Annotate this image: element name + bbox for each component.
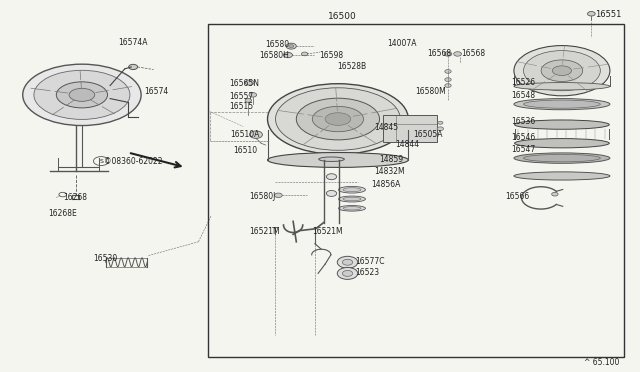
Circle shape [326,190,337,196]
Circle shape [437,127,444,131]
Circle shape [275,193,282,198]
Circle shape [438,121,443,124]
Text: 16500: 16500 [328,12,356,21]
Text: 16574: 16574 [144,87,168,96]
Ellipse shape [514,99,610,110]
Text: 14856A: 14856A [371,180,401,189]
Ellipse shape [23,64,141,126]
Text: 14007A: 14007A [387,39,417,48]
Ellipse shape [343,188,361,192]
Circle shape [250,131,262,138]
Text: 16515: 16515 [229,102,253,110]
Text: 16551: 16551 [595,10,621,19]
Ellipse shape [343,206,361,210]
Text: 14832M: 14832M [374,167,405,176]
Text: 16565N: 16565N [229,79,259,88]
Ellipse shape [325,113,351,125]
Bar [383,115,437,142]
Circle shape [337,256,358,268]
Text: 16505A: 16505A [413,130,442,139]
Ellipse shape [514,172,610,180]
Text: 16510: 16510 [234,146,258,155]
Text: 16598: 16598 [319,51,343,60]
Text: 16510A: 16510A [230,130,260,139]
Circle shape [245,80,254,85]
Circle shape [588,12,595,16]
Text: 14844: 14844 [395,140,419,149]
Text: 16536: 16536 [511,117,535,126]
Circle shape [444,52,452,56]
Circle shape [301,52,308,56]
Ellipse shape [275,88,401,150]
Ellipse shape [312,106,364,132]
Ellipse shape [524,51,600,91]
Text: 16580H: 16580H [259,51,289,60]
Ellipse shape [34,70,130,119]
Ellipse shape [514,153,610,163]
Circle shape [284,52,292,58]
Ellipse shape [541,60,582,81]
Ellipse shape [268,84,408,154]
Text: 16577C: 16577C [355,257,385,266]
Text: 16574A: 16574A [118,38,148,47]
Circle shape [245,99,252,102]
Ellipse shape [343,197,361,201]
Text: 16547: 16547 [511,145,535,154]
Text: 14859: 14859 [380,155,404,164]
Bar [208,24,624,357]
Text: 14845: 14845 [374,123,399,132]
Circle shape [326,174,337,180]
Text: 16523: 16523 [355,268,380,277]
Text: ©08360-62022: ©08360-62022 [104,157,163,166]
Circle shape [445,78,451,81]
Ellipse shape [296,98,380,140]
Circle shape [289,45,294,48]
Ellipse shape [339,205,365,211]
Text: 16566: 16566 [506,192,530,201]
Text: 16268: 16268 [63,193,87,202]
Text: 16580M: 16580M [415,87,445,96]
Ellipse shape [268,153,408,167]
Ellipse shape [524,100,600,108]
Text: 16568: 16568 [428,49,452,58]
Text: 16548: 16548 [511,91,535,100]
Circle shape [129,64,138,70]
Circle shape [445,70,451,73]
Ellipse shape [339,196,365,202]
Text: 16528B: 16528B [337,62,367,71]
Circle shape [552,192,558,196]
Ellipse shape [514,45,610,96]
Ellipse shape [515,120,609,129]
Ellipse shape [339,186,365,193]
Text: 16580: 16580 [266,40,290,49]
Circle shape [342,259,353,265]
Text: 16546: 16546 [511,133,535,142]
Text: 16557: 16557 [229,92,253,101]
Text: 16521M: 16521M [250,227,280,236]
Ellipse shape [56,82,108,108]
Circle shape [342,270,353,276]
Text: 16526: 16526 [511,78,535,87]
Circle shape [249,93,257,97]
Ellipse shape [524,154,600,162]
Text: 16580J: 16580J [250,192,276,201]
Ellipse shape [69,89,95,101]
Text: 16268E: 16268E [48,209,77,218]
Text: 16521M: 16521M [312,227,343,236]
Circle shape [286,43,296,49]
Text: 16568: 16568 [461,49,485,58]
Text: S: S [99,158,103,164]
Text: ^ 65.100: ^ 65.100 [584,358,620,367]
Ellipse shape [319,157,344,161]
Circle shape [445,84,451,87]
Circle shape [337,267,358,279]
Ellipse shape [515,138,609,148]
Ellipse shape [552,66,572,76]
Text: 16530: 16530 [93,254,117,263]
Ellipse shape [514,83,610,90]
Circle shape [454,52,461,56]
